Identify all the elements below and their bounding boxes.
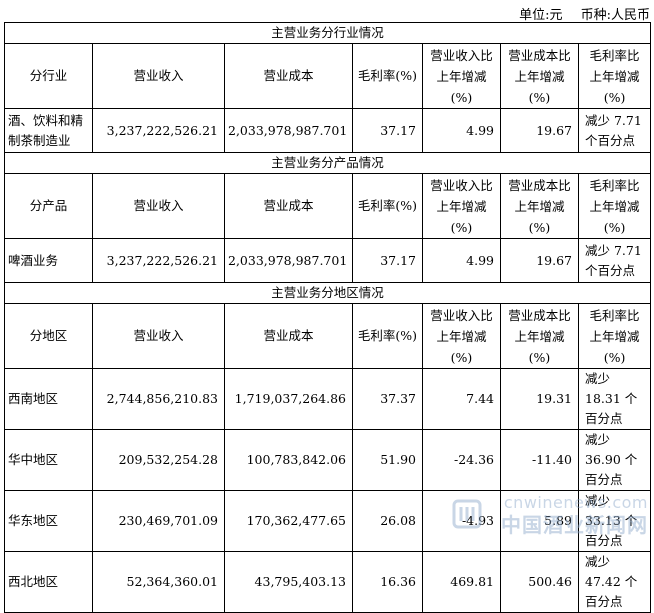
- section-title: 主营业务分产品情况: [3, 152, 652, 174]
- cost-cell: 1,719,037,264.86: [224, 368, 353, 430]
- first-col-header: 分地区: [4, 303, 93, 369]
- header-row: 分地区 营业收入 营业成本 毛利率(%) 营业收入比上年增减(%) 营业成本比上年增减(%…: [4, 303, 652, 369]
- cost-change-cell: 5.89: [500, 490, 579, 552]
- row-name: 酒、饮料和精制茶制造业: [4, 108, 93, 153]
- revenue-header: 营业收入: [92, 43, 225, 109]
- rev-change-cell: -4.93: [422, 490, 501, 552]
- unit-line: 单位:元 币种:人民币: [505, 4, 650, 23]
- margin-change-cell: 减少 7.71 个百分点: [577, 238, 652, 283]
- margin-cell: 37.17: [352, 238, 423, 283]
- margin-change-cell: 减少 36.90 个百分点: [577, 429, 652, 491]
- row-name: 啤酒业务: [4, 238, 93, 283]
- cost-change-header: 营业成本比上年增减(%): [500, 43, 579, 109]
- row-name: 西北地区: [4, 551, 93, 613]
- table-row: 华中地区 209,532,254.28 100,783,842.06 51.90 -24…: [4, 429, 652, 491]
- margin-cell: 51.90: [352, 429, 423, 491]
- revenue-cell: 2,744,856,210.83: [92, 368, 225, 430]
- section-title: 主营业务分地区情况: [3, 282, 652, 304]
- revenue-cell: 209,532,254.28: [92, 429, 225, 491]
- cost-cell: 170,362,477.65: [224, 490, 353, 552]
- table-row: 啤酒业务 3,237,222,526.21 2,033,978,987.701 37.…: [4, 238, 652, 283]
- margin-change-header: 毛利率比上年增减(%): [577, 303, 652, 369]
- cost-change-cell: 500.46: [500, 551, 579, 613]
- cost-header: 营业成本: [224, 43, 353, 109]
- main-business-table: 主营业务分行业情况 分行业 营业收入 营业成本 毛利率(%) 营业收入比上年增减(%) 营业…: [3, 22, 652, 613]
- revenue-cell: 3,237,222,526.21: [92, 108, 225, 153]
- revenue-header: 营业收入: [92, 173, 225, 239]
- table-row: 华东地区 230,469,701.09 170,362,477.65 26.08 -4.…: [4, 490, 652, 552]
- section-title: 主营业务分行业情况: [3, 22, 652, 44]
- cost-change-header: 营业成本比上年增减(%): [500, 173, 579, 239]
- revenue-cell: 230,469,701.09: [92, 490, 225, 552]
- rev-change-header: 营业收入比上年增减(%): [422, 43, 501, 109]
- cost-header: 营业成本: [224, 173, 353, 239]
- margin-change-cell: 减少 33.13 个百分点: [577, 490, 652, 552]
- cost-change-cell: 19.67: [500, 238, 579, 283]
- margin-change-header: 毛利率比上年增减(%): [577, 43, 652, 109]
- table-row: 酒、饮料和精制茶制造业 3,237,222,526.21 2,033,978,987…: [4, 108, 652, 153]
- revenue-header: 营业收入: [92, 303, 225, 369]
- first-col-header: 分行业: [4, 43, 93, 109]
- margin-header: 毛利率(%): [352, 43, 423, 109]
- cost-cell: 100,783,842.06: [224, 429, 353, 491]
- section-title-row: 主营业务分地区情况: [3, 282, 652, 304]
- header-row: 分产品 营业收入 营业成本 毛利率(%) 营业收入比上年增减(%) 营业成本比上年增减(%…: [4, 173, 652, 239]
- rev-change-cell: 7.44: [422, 368, 501, 430]
- cost-header: 营业成本: [224, 303, 353, 369]
- margin-change-cell: 减少 18.31 个百分点: [577, 368, 652, 430]
- cost-change-cell: 19.67: [500, 108, 579, 153]
- cost-cell: 43,795,403.13: [224, 551, 353, 613]
- rev-change-header: 营业收入比上年增减(%): [422, 303, 501, 369]
- currency-label: 币种:人民币: [580, 8, 650, 23]
- revenue-cell: 52,364,360.01: [92, 551, 225, 613]
- section-title-row: 主营业务分行业情况: [3, 22, 652, 44]
- cost-change-cell: 19.31: [500, 368, 579, 430]
- table-row: 西南地区 2,744,856,210.83 1,719,037,264.86 37.3…: [4, 368, 652, 430]
- rev-change-cell: 469.81: [422, 551, 501, 613]
- cost-change-cell: -11.40: [500, 429, 579, 491]
- margin-cell: 37.37: [352, 368, 423, 430]
- table-row: 西北地区 52,364,360.01 43,795,403.13 16.36 469.8…: [4, 551, 652, 613]
- row-name: 华东地区: [4, 490, 93, 552]
- cost-change-header: 营业成本比上年增减(%): [500, 303, 579, 369]
- margin-cell: 16.36: [352, 551, 423, 613]
- section-title-row: 主营业务分产品情况: [3, 152, 652, 174]
- row-name: 华中地区: [4, 429, 93, 491]
- margin-change-header: 毛利率比上年增减(%): [577, 173, 652, 239]
- first-col-header: 分产品: [4, 173, 93, 239]
- unit-label: 单位:元: [519, 8, 563, 23]
- row-name: 西南地区: [4, 368, 93, 430]
- rev-change-cell: -24.36: [422, 429, 501, 491]
- margin-change-cell: 减少 47.42 个百分点: [577, 551, 652, 613]
- cost-cell: 2,033,978,987.701: [224, 108, 353, 153]
- rev-change-header: 营业收入比上年增减(%): [422, 173, 501, 239]
- margin-header: 毛利率(%): [352, 303, 423, 369]
- rev-change-cell: 4.99: [422, 108, 501, 153]
- revenue-cell: 3,237,222,526.21: [92, 238, 225, 283]
- margin-header: 毛利率(%): [352, 173, 423, 239]
- margin-cell: 37.17: [352, 108, 423, 153]
- margin-change-cell: 减少 7.71 个百分点: [577, 108, 652, 153]
- rev-change-cell: 4.99: [422, 238, 501, 283]
- header-row: 分行业 营业收入 营业成本 毛利率(%) 营业收入比上年增减(%) 营业成本比上年增减(%…: [4, 43, 652, 109]
- margin-cell: 26.08: [352, 490, 423, 552]
- cost-cell: 2,033,978,987.701: [224, 238, 353, 283]
